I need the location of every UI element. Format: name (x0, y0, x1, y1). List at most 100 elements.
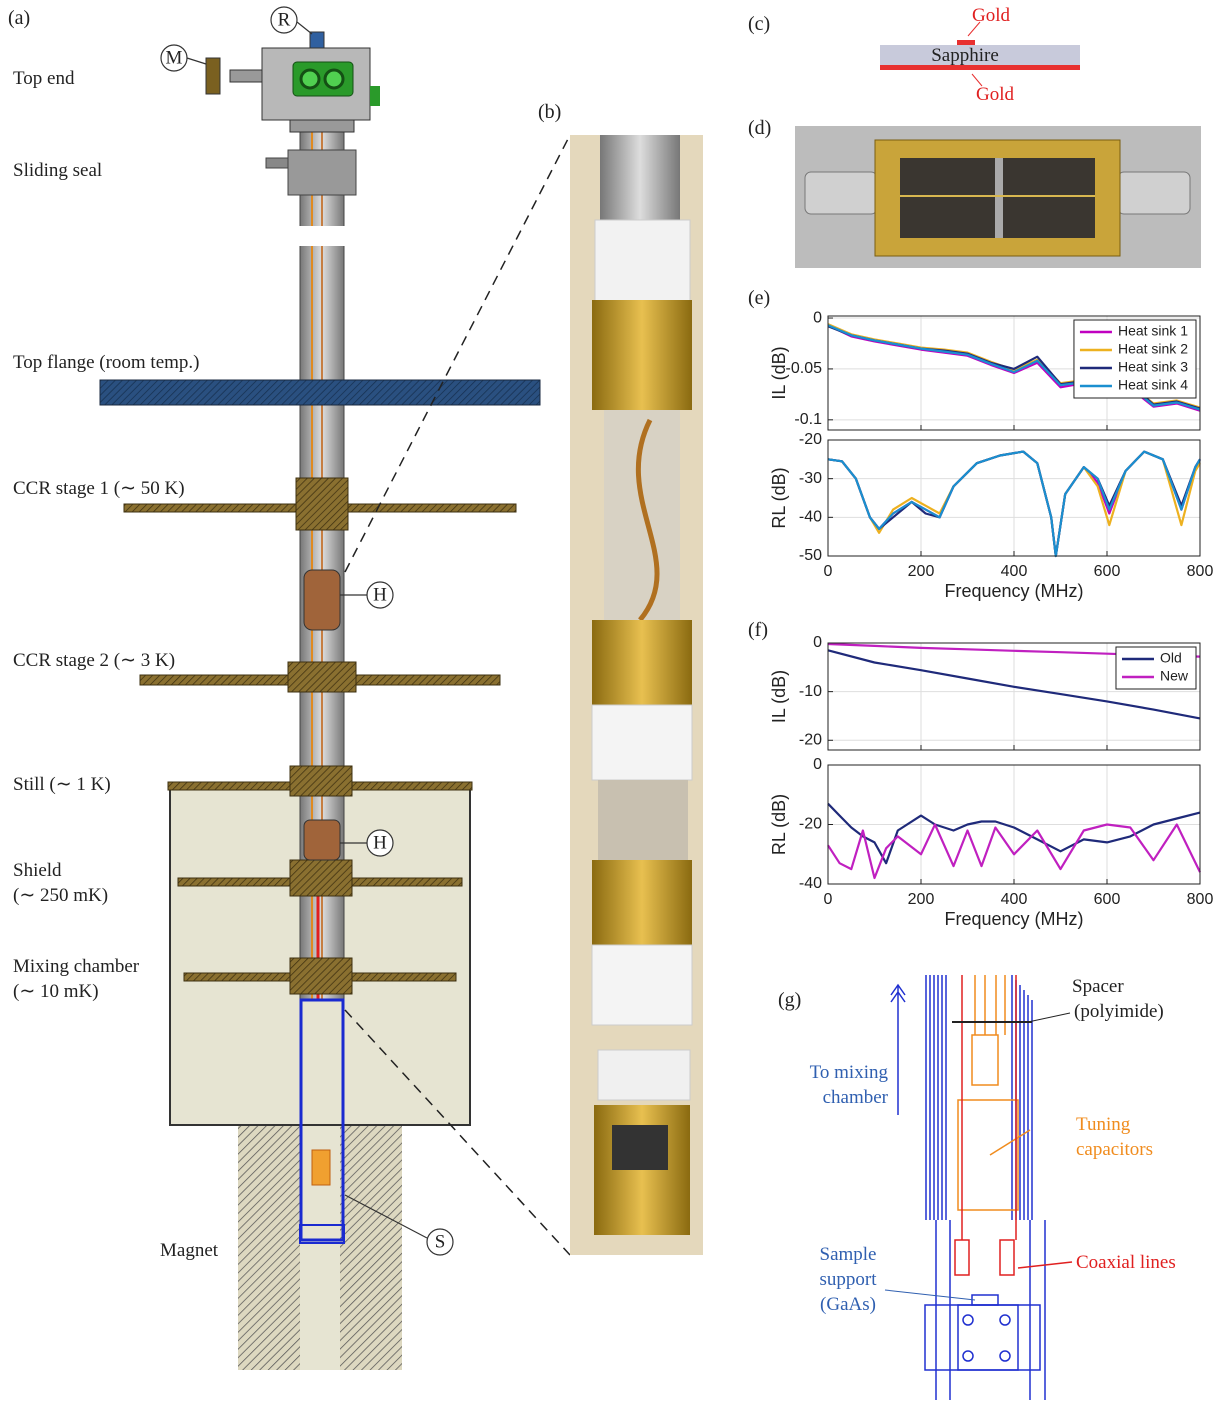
label: (GaAs) (820, 1294, 876, 1315)
heat-sink (592, 860, 692, 945)
tape (592, 945, 692, 1025)
cryostat-drawing: M R H H S (100, 7, 570, 1370)
x-tick-label: 800 (1187, 891, 1214, 908)
x-tick-label: 800 (1187, 563, 1214, 580)
shaft (230, 70, 262, 82)
label: Top end (13, 68, 75, 89)
label: (polyimide) (1074, 1001, 1164, 1022)
clamp (288, 662, 356, 692)
wires (1012, 975, 1032, 1220)
panel-label: (e) (748, 287, 770, 309)
panel-label: (c) (748, 13, 770, 35)
connector (1118, 172, 1190, 214)
y-tick-label: -10 (799, 683, 822, 700)
y-tick-label: -20 (799, 731, 822, 748)
y-axis-label: RL (dB) (769, 794, 789, 855)
panel-label: (b) (538, 101, 561, 123)
y-tick-label: -0.05 (786, 360, 823, 377)
panel-label: (d) (748, 117, 771, 139)
sliding-seal (288, 150, 356, 195)
x-axis-label: Frequency (MHz) (944, 909, 1083, 929)
y-tick-label: 0 (813, 634, 822, 651)
y-axis-label: RL (dB) (769, 467, 789, 528)
marker-label: M (166, 47, 183, 68)
label: CCR stage 2 (∼ 3 K) (13, 650, 175, 671)
connector (325, 70, 343, 88)
capacitor (958, 1100, 1018, 1210)
marker-label: H (373, 832, 387, 853)
y-tick-label: -20 (799, 816, 822, 833)
photo-d (795, 126, 1201, 268)
label: chamber (823, 1087, 889, 1108)
y-tick-label: -30 (799, 470, 822, 487)
connector (805, 172, 877, 214)
wires (936, 1220, 1045, 1400)
knob (206, 58, 220, 94)
screw (963, 1315, 973, 1325)
clamp (290, 766, 352, 796)
label: Gold (976, 84, 1015, 105)
lines-left (891, 975, 1045, 1400)
arrow (891, 985, 905, 1115)
flange (290, 120, 354, 132)
y-tick-label: 0 (813, 309, 822, 326)
label: Mixing chamber (13, 956, 140, 977)
y-tick-label: -40 (799, 509, 822, 526)
y-tick-label: 0 (813, 756, 822, 773)
tape (595, 220, 690, 310)
plot: -40-2000200400600800RL (dB)Frequency (MH… (769, 756, 1214, 929)
rotator (310, 32, 324, 48)
label: Gold (972, 5, 1011, 26)
break (230, 226, 360, 246)
panel-label: (g) (778, 989, 801, 1011)
leader (297, 22, 312, 34)
x-tick-label: 200 (908, 891, 935, 908)
label: Spacer (1072, 976, 1124, 997)
label: Coaxial lines (1076, 1252, 1176, 1273)
label: Sapphire (931, 45, 999, 66)
wires (975, 975, 1005, 1035)
label: Still (∼ 1 K) (13, 774, 111, 795)
y-axis-label: IL (dB) (769, 670, 789, 723)
label: Sample (820, 1244, 877, 1265)
y-tick-label: -40 (799, 875, 822, 892)
heat-sink (592, 620, 692, 710)
y-tick-label: -50 (799, 547, 822, 564)
panel-g-labels: Spacer (polyimide) To mixing chamber Tun… (810, 976, 1176, 1315)
legend-label: Heat sink 1 (1118, 323, 1188, 339)
heat-sink (304, 820, 340, 860)
x-tick-label: 200 (908, 563, 935, 580)
marker-label: H (373, 584, 387, 605)
valve (266, 158, 288, 168)
label: (∼ 250 mK) (13, 885, 108, 906)
label: support (820, 1269, 878, 1290)
label: Magnet (160, 1240, 219, 1261)
label: Tuning (1076, 1114, 1131, 1135)
label: Shield (13, 860, 62, 881)
legend-label: Heat sink 2 (1118, 341, 1188, 357)
screw (1000, 1315, 1010, 1325)
label: To mixing (810, 1062, 889, 1083)
screw (1000, 1351, 1010, 1361)
label: capacitors (1076, 1139, 1153, 1160)
mount (612, 1125, 668, 1170)
x-tick-label: 600 (1094, 891, 1121, 908)
tube (600, 135, 680, 225)
panel-label: (a) (8, 7, 30, 29)
y-tick-label: -20 (799, 431, 822, 448)
label: (∼ 10 mK) (13, 981, 99, 1002)
x-tick-label: 0 (824, 563, 833, 580)
sapphire (995, 158, 1003, 238)
tape (598, 1050, 690, 1100)
photo-b (570, 135, 703, 1255)
connector (301, 70, 319, 88)
label: Sliding seal (13, 160, 102, 181)
label: CCR stage 1 (∼ 50 K) (13, 478, 185, 499)
panel-c: Sapphire Gold Gold (880, 5, 1080, 105)
screw (963, 1351, 973, 1361)
x-tick-label: 600 (1094, 563, 1121, 580)
x-tick-label: 0 (824, 891, 833, 908)
